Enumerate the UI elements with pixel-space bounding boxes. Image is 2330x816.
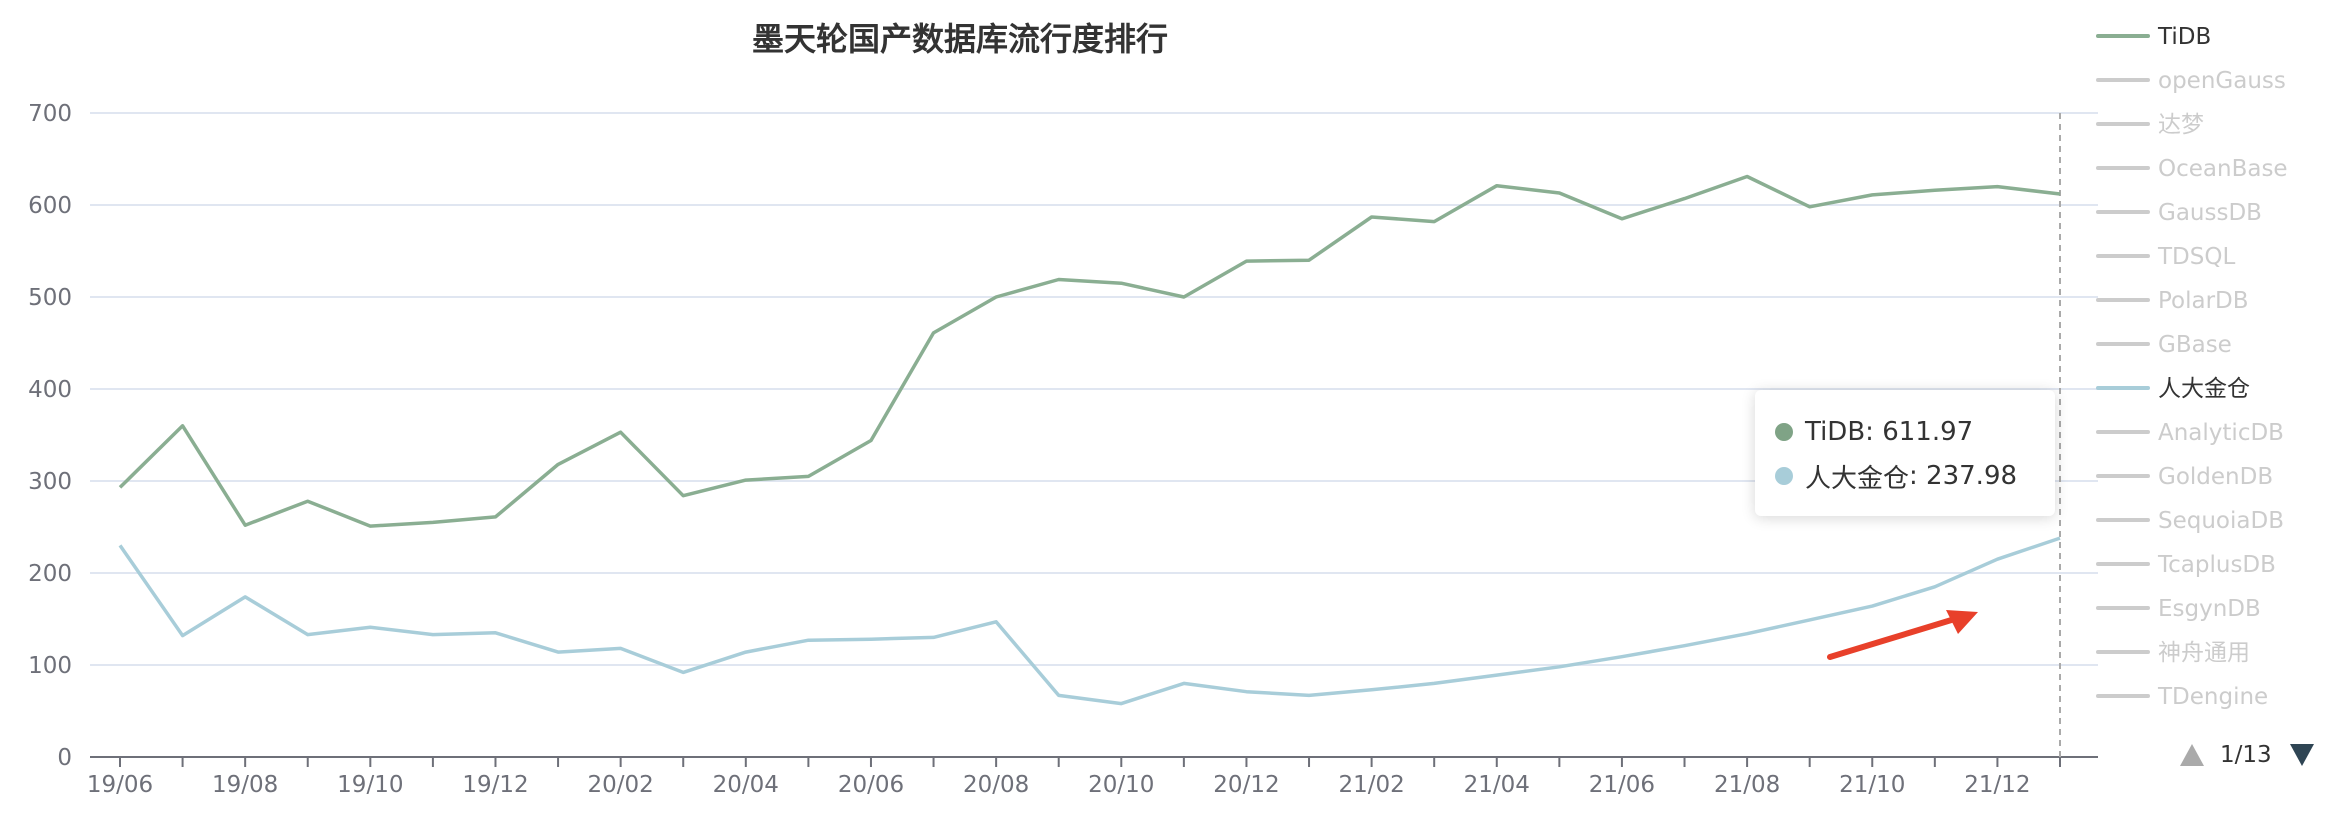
x-tick-label: 19/10 [337,772,403,798]
x-tick-label: 21/12 [1964,772,2030,798]
x-tick-label: 20/02 [587,772,653,798]
series-line [118,536,2061,706]
y-tick-label: 300 [28,469,72,495]
legend-label: TcaplusDB [2157,552,2276,578]
y-axis: 0 100 200 300 400 500 600 700 [28,101,72,771]
y-tick-label: 400 [28,377,72,403]
legend-prev-page-icon[interactable] [2180,744,2204,766]
tooltip-series-value: 611.97 [1882,417,1974,447]
legend[interactable]: TiDB openGauss 达梦 OceanBase GaussDB TDSQL Pola… [2096,24,2288,710]
x-tick-label: 21/08 [1714,772,1780,798]
legend-page-indicator: 1/13 [2220,742,2272,768]
x-tick-label: 21/10 [1839,772,1905,798]
legend-label: SequoiaDB [2158,508,2284,534]
y-tick-label: 700 [28,101,72,127]
legend-label: GBase [2158,332,2232,358]
x-tick-label: 19/08 [212,772,278,798]
legend-item[interactable]: OceanBase [2096,156,2288,182]
kingbase-dot-icon [1775,467,1793,485]
y-tick-label: 600 [28,193,72,219]
y-tick-label: 100 [28,653,72,679]
legend-item[interactable]: TDSQL [2096,244,2235,270]
legend-label: GoldenDB [2158,464,2273,490]
tooltip-row-kingbase: 人大金仓: 237.98 [1775,456,2035,496]
y-tick-label: 500 [28,285,72,311]
x-tick-label: 21/06 [1589,772,1655,798]
y-tick-label: 0 [57,745,72,771]
legend-item[interactable]: TDengine [2096,684,2268,710]
x-tick-label: 21/04 [1464,772,1530,798]
x-tick-label: 21/02 [1338,772,1404,798]
chart-title: 墨天轮国产数据库流行度排行 [752,20,1168,58]
legend-label: AnalyticDB [2158,420,2284,446]
red-arrow-annotation [1827,610,1978,660]
legend-item[interactable]: GoldenDB [2096,464,2273,490]
x-tick-label: 19/12 [462,772,528,798]
x-tick-label: 20/08 [963,772,1029,798]
legend-pager: 1/13 [2180,740,2314,770]
legend-item[interactable]: AnalyticDB [2096,420,2284,446]
legend-label: TiDB [2157,24,2211,50]
tooltip-series-value: 237.98 [1926,461,2018,491]
legend-label: openGauss [2158,68,2286,94]
legend-label: OceanBase [2158,156,2288,182]
legend-label: 人大金仓 [2158,376,2250,402]
series-lines [118,174,2061,706]
x-tick-label: 20/06 [838,772,904,798]
x-tick-label: 20/04 [713,772,779,798]
legend-item[interactable]: GaussDB [2096,200,2262,226]
legend-label: TDSQL [2157,244,2235,270]
tooltip-row-tidb: TiDB: 611.97 [1775,412,2035,452]
legend-item[interactable]: SequoiaDB [2096,508,2284,534]
legend-item[interactable]: GBase [2096,332,2232,358]
x-tick-label: 20/12 [1213,772,1279,798]
legend-item[interactable]: TcaplusDB [2096,552,2276,578]
tooltip: TiDB: 611.97 人大金仓: 237.98 [1755,390,2055,516]
legend-label: PolarDB [2158,288,2249,314]
legend-label: 神舟通用 [2158,640,2250,666]
series-line [118,174,2061,528]
legend-item[interactable]: 人大金仓 [2096,376,2250,402]
tooltip-series-name: 人大金仓 [1805,463,1910,494]
grid-lines [90,112,2098,666]
legend-item[interactable]: 神舟通用 [2096,640,2250,666]
x-tick-label: 19/06 [87,772,153,798]
tidb-dot-icon [1775,423,1793,441]
legend-item[interactable]: openGauss [2096,68,2286,94]
x-axis: 19/06 19/08 19/10 19/12 20/02 20/04 20/06 20/08… [87,756,2098,798]
legend-item[interactable]: 达梦 [2096,112,2204,138]
legend-label: GaussDB [2158,200,2262,226]
legend-item[interactable]: EsgynDB [2096,596,2261,622]
x-tick-label: 20/10 [1088,772,1154,798]
legend-next-page-icon[interactable] [2289,744,2314,766]
legend-label: TDengine [2157,684,2268,710]
legend-item[interactable]: PolarDB [2096,288,2249,314]
legend-item[interactable]: TiDB [2096,24,2211,50]
y-tick-label: 200 [28,561,72,587]
tooltip-series-name: TiDB [1805,417,1866,447]
legend-label: 达梦 [2158,112,2204,138]
legend-label: EsgynDB [2158,596,2261,622]
